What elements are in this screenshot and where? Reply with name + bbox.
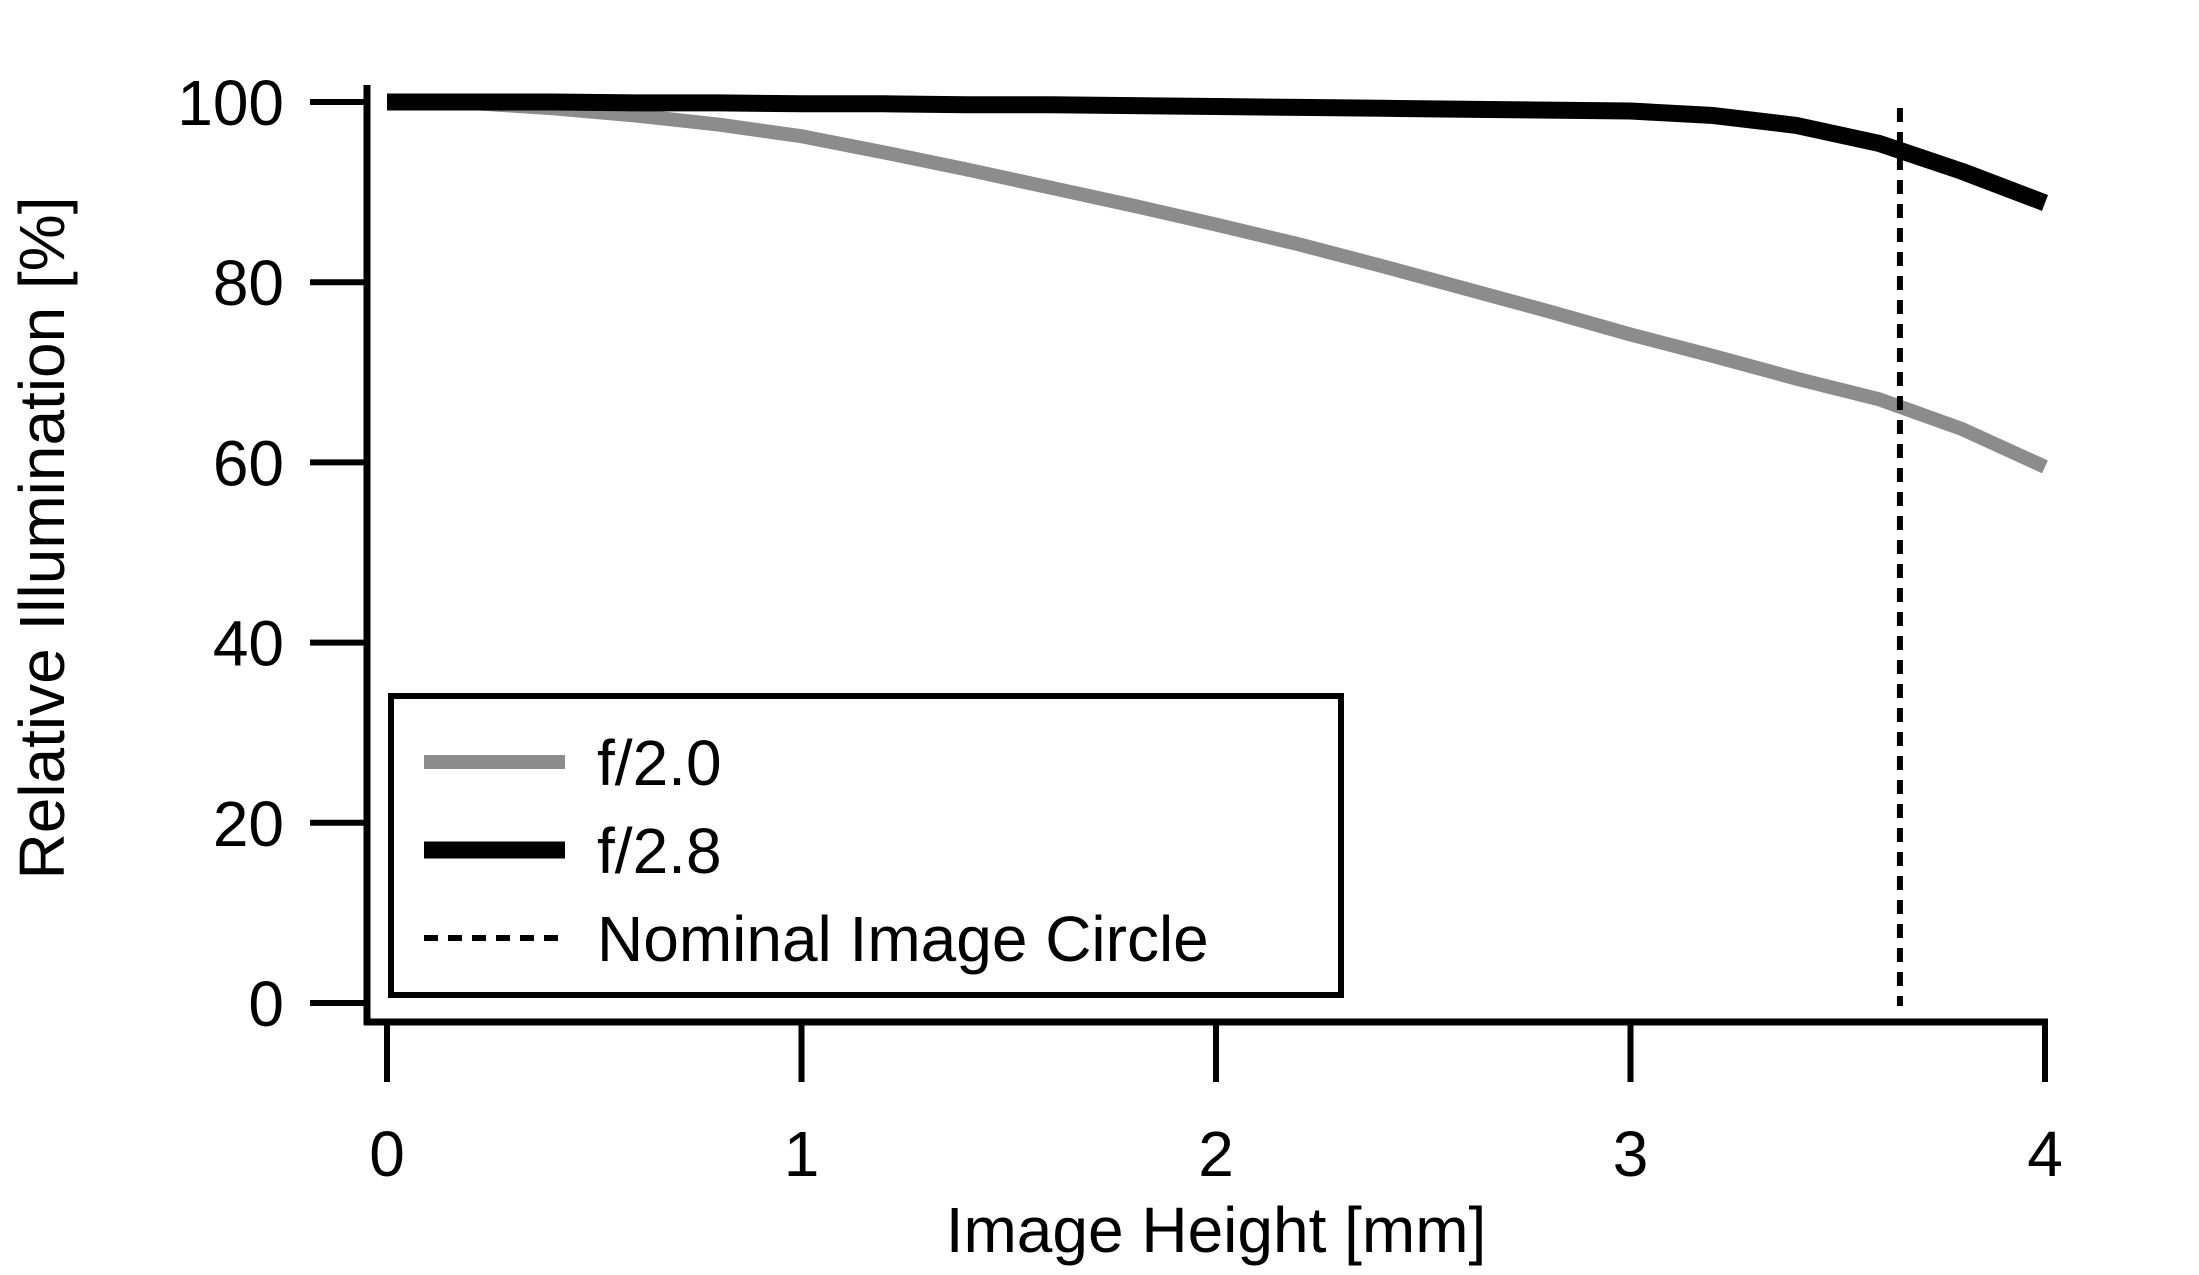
y-tick-label: 40 <box>213 608 284 680</box>
y-tick-label: 100 <box>177 67 284 139</box>
x-tick-label: 0 <box>369 1118 405 1190</box>
line-series <box>386 95 2048 474</box>
x-tick-label: 4 <box>2027 1118 2063 1190</box>
y-tick-label: 80 <box>213 247 284 319</box>
y-axis-label: Relative Illumination [%] <box>6 197 78 880</box>
legend-label: f/2.0 <box>597 727 722 799</box>
legend-label: Nominal Image Circle <box>597 903 1209 975</box>
legend-label: f/2.8 <box>597 815 722 887</box>
x-tick-label: 3 <box>1613 1118 1649 1190</box>
line-series <box>387 93 2049 211</box>
y-tick-label: 20 <box>213 788 284 860</box>
y-tick-label: 60 <box>213 427 284 499</box>
y-tick-label: 0 <box>248 968 284 1040</box>
x-axis-label: Image Height [mm] <box>946 1194 1487 1266</box>
x-tick-label: 1 <box>784 1118 820 1190</box>
x-tick-label: 2 <box>1198 1118 1234 1190</box>
